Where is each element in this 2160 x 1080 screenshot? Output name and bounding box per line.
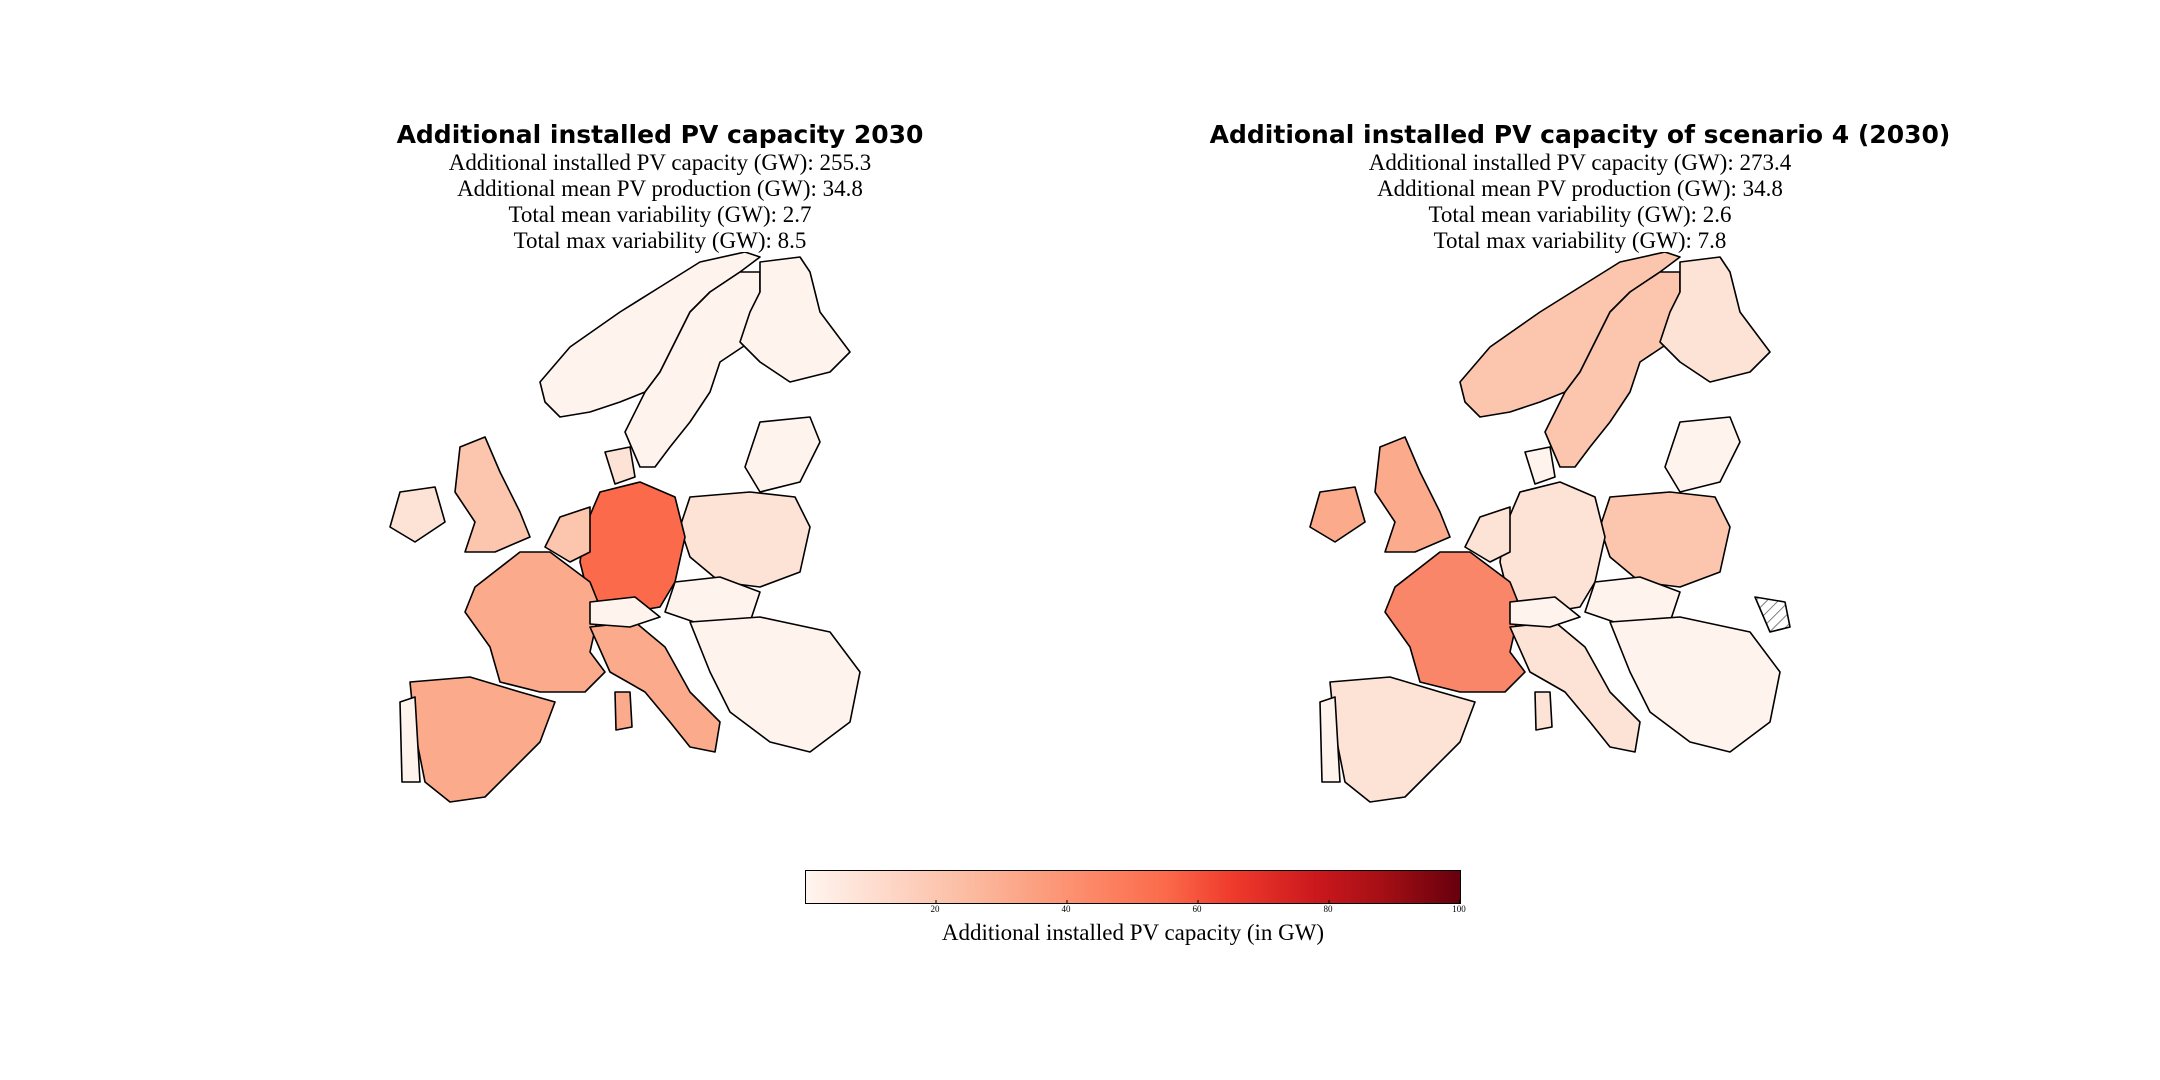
stat-production: Additional mean PV production (GW): 34.8	[457, 176, 863, 201]
stat-capacity: Additional installed PV capacity (GW): 2…	[1368, 150, 1792, 175]
country-italy	[1509, 621, 1641, 753]
country-ireland	[1309, 486, 1366, 543]
country-sardinia	[614, 691, 633, 731]
panel-title: Additional installed PV capacity of scen…	[1209, 120, 1951, 149]
country-poland	[1599, 491, 1731, 588]
country-finland	[739, 256, 851, 383]
country-denmark	[604, 446, 636, 485]
tick-label: 80	[1323, 900, 1333, 914]
country-denmark	[1524, 446, 1556, 485]
country-finland	[1659, 256, 1771, 383]
country-portugal	[399, 696, 421, 783]
country-baltics	[744, 416, 821, 493]
panel-right: Additional installed PV capacity of scen…	[1130, 120, 2030, 254]
colorbar-ticks: 20 40 60 80 100	[805, 900, 1466, 918]
stat-mean-variability: Total mean variability (GW): 2.7	[508, 202, 812, 227]
panel-title: Additional installed PV capacity 2030	[396, 120, 924, 149]
stat-production: Additional mean PV production (GW): 34.8	[1377, 176, 1783, 201]
country-baltics	[1664, 416, 1741, 493]
country-benelux	[544, 506, 591, 563]
tick-label: 100	[1452, 900, 1466, 914]
country-uk	[1374, 436, 1451, 553]
tick-label: 60	[1192, 900, 1202, 914]
colorbar-label: Additional installed PV capacity (in GW)	[941, 920, 1325, 945]
country-italy	[589, 621, 721, 753]
country-spain	[1329, 676, 1476, 803]
country-france	[464, 551, 606, 693]
stat-mean-variability: Total mean variability (GW): 2.6	[1428, 202, 1732, 227]
country-balkans	[689, 616, 861, 753]
colorbar-gradient	[805, 870, 1461, 904]
stat-max-variability: Total max variability (GW): 8.5	[513, 228, 807, 253]
europe-map-right	[1309, 252, 1791, 803]
tick-label: 20	[930, 900, 940, 914]
country-alps	[589, 596, 661, 628]
country-france	[1384, 551, 1526, 693]
country-uk	[454, 436, 531, 553]
country-portugal	[1319, 696, 1341, 783]
country-balkans	[1609, 616, 1781, 753]
country-poland	[679, 491, 811, 588]
country-benelux	[1464, 506, 1511, 563]
stat-capacity: Additional installed PV capacity (GW): 2…	[448, 150, 872, 175]
country-sardinia	[1534, 691, 1553, 731]
tick-label: 40	[1061, 900, 1071, 914]
country-germany	[579, 481, 686, 613]
country-moldova-hatched	[1754, 596, 1791, 633]
europe-map-left	[389, 252, 861, 803]
stat-max-variability: Total max variability (GW): 7.8	[1433, 228, 1727, 253]
country-ireland	[389, 486, 446, 543]
country-spain	[409, 676, 556, 803]
country-germany	[1499, 481, 1606, 613]
panel-left: Additional installed PV capacity 2030 Ad…	[210, 120, 1110, 254]
colorbar: 20 40 60 80 100 Additional installed PV …	[805, 870, 1466, 945]
country-alps	[1509, 596, 1581, 628]
